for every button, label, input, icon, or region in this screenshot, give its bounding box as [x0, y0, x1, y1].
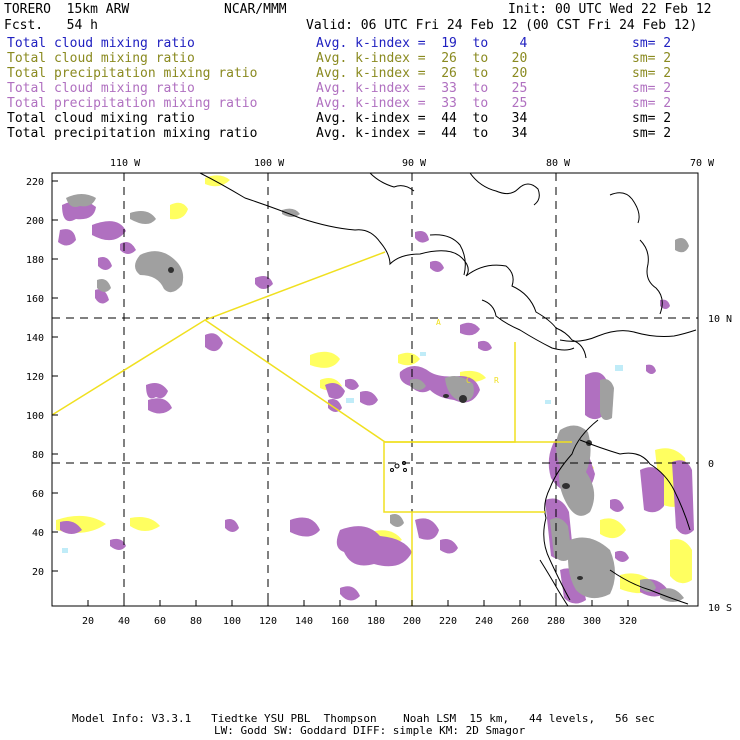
y-tick-label: 180 — [26, 255, 44, 266]
y-axis: 220 200 180 160 140 120 100 80 60 40 20 — [26, 177, 58, 578]
lat-label: 10 N — [708, 314, 732, 325]
map-layers: A C R — [52, 173, 698, 606]
legend-row-sm: sm= 2 — [632, 126, 672, 141]
y-tick-label: 60 — [32, 489, 44, 500]
model-info-line1: Model Info: V3.3.1 Tiedtke YSU PBL Thomp… — [72, 712, 655, 725]
legend-row-field: Total cloud mixing ratio — [7, 51, 195, 66]
legend-row-sm: sm= 2 — [632, 51, 672, 66]
organization: NCAR/MMM — [224, 2, 287, 17]
legend-row-field: Total cloud mixing ratio — [7, 81, 195, 96]
y-tick-label: 200 — [26, 216, 44, 227]
legend-row-field: Total precipitation mixing ratio — [7, 66, 258, 81]
legend-row-index: Avg. k-index = 44 to 34 — [316, 126, 528, 141]
x-tick-label: 220 — [439, 616, 457, 627]
legend-row-index: Avg. k-index = 44 to 34 — [316, 111, 528, 126]
latitude-labels: 10 N 0 10 S — [708, 314, 732, 614]
cloud-gray-layer — [66, 194, 689, 602]
domain-marks: A C R — [436, 318, 499, 385]
map-frame — [51, 172, 699, 607]
lon-label: 80 W — [546, 158, 571, 169]
x-tick-label: 160 — [331, 616, 349, 627]
y-tick-label: 80 — [32, 450, 44, 461]
valid-time: Valid: 06 UTC Fri 24 Feb 12 (00 CST Fri … — [306, 18, 698, 33]
domain-box — [52, 251, 572, 606]
legend-row-sm: sm= 2 — [632, 96, 672, 111]
light-blue-layer — [62, 352, 623, 553]
y-tick-label: 140 — [26, 333, 44, 344]
legend-row-field: Total precipitation mixing ratio — [7, 126, 258, 141]
legend-row-index: Avg. k-index = 26 to 20 — [316, 66, 528, 81]
legend-row-sm: sm= 2 — [632, 66, 672, 81]
x-tick-label: 40 — [118, 616, 130, 627]
y-tick-label: 160 — [26, 294, 44, 305]
domain-mark: A — [436, 318, 441, 327]
galapagos-islands — [390, 461, 407, 472]
x-tick-label: 180 — [367, 616, 385, 627]
legend-row-index: Avg. k-index = 19 to 4 — [316, 36, 528, 51]
domain-mark: R — [494, 376, 499, 385]
model-info-line2: LW: Godd SW: Goddard DIFF: simple KM: 2D… — [214, 724, 526, 737]
legend-row-field: Total cloud mixing ratio — [7, 36, 195, 51]
x-tick-label: 100 — [223, 616, 241, 627]
y-tick-label: 100 — [26, 411, 44, 422]
legend-row-index: Avg. k-index = 33 to 25 — [316, 81, 528, 96]
init-time: Init: 00 UTC Wed 22 Feb 12 — [508, 2, 712, 17]
legend-row-field: Total precipitation mixing ratio — [7, 96, 258, 111]
lon-label: 70 W — [690, 158, 715, 169]
forecast-hour: Fcst. 54 h — [4, 18, 98, 33]
x-tick-label: 80 — [190, 616, 202, 627]
cloud-dark-cores — [168, 267, 592, 580]
y-tick-label: 40 — [32, 528, 44, 539]
lat-label: 0 — [708, 459, 714, 470]
lon-label: 90 W — [402, 158, 427, 169]
x-tick-label: 320 — [619, 616, 637, 627]
legend-row-index: Avg. k-index = 33 to 25 — [316, 96, 528, 111]
legend-row-sm: sm= 2 — [632, 81, 672, 96]
y-tick-label: 220 — [26, 177, 44, 188]
model-name: TORERO 15km ARW — [4, 2, 130, 17]
legend-row-sm: sm= 2 — [632, 36, 672, 51]
lon-label: 100 W — [254, 158, 285, 169]
x-tick-label: 120 — [259, 616, 277, 627]
domain-mark: C — [466, 376, 471, 385]
x-axis: 20 40 60 80 100 120 140 160 180 200 220 … — [82, 600, 637, 627]
lon-label: 110 W — [110, 158, 141, 169]
x-tick-label: 140 — [295, 616, 313, 627]
latlon-grid — [52, 173, 698, 606]
x-tick-label: 260 — [511, 616, 529, 627]
lat-label: 10 S — [708, 603, 732, 614]
x-tick-label: 60 — [154, 616, 166, 627]
x-tick-label: 280 — [547, 616, 565, 627]
x-tick-label: 200 — [403, 616, 421, 627]
coastlines — [199, 173, 697, 606]
y-tick-label: 120 — [26, 372, 44, 383]
legend-row-index: Avg. k-index = 26 to 20 — [316, 51, 528, 66]
x-tick-label: 20 — [82, 616, 94, 627]
y-tick-label: 20 — [32, 567, 44, 578]
legend-row-sm: sm= 2 — [632, 111, 672, 126]
x-tick-label: 240 — [475, 616, 493, 627]
legend-row-field: Total cloud mixing ratio — [7, 111, 195, 126]
x-tick-label: 300 — [583, 616, 601, 627]
longitude-labels: 110 W 100 W 90 W 80 W 70 W — [110, 158, 715, 169]
